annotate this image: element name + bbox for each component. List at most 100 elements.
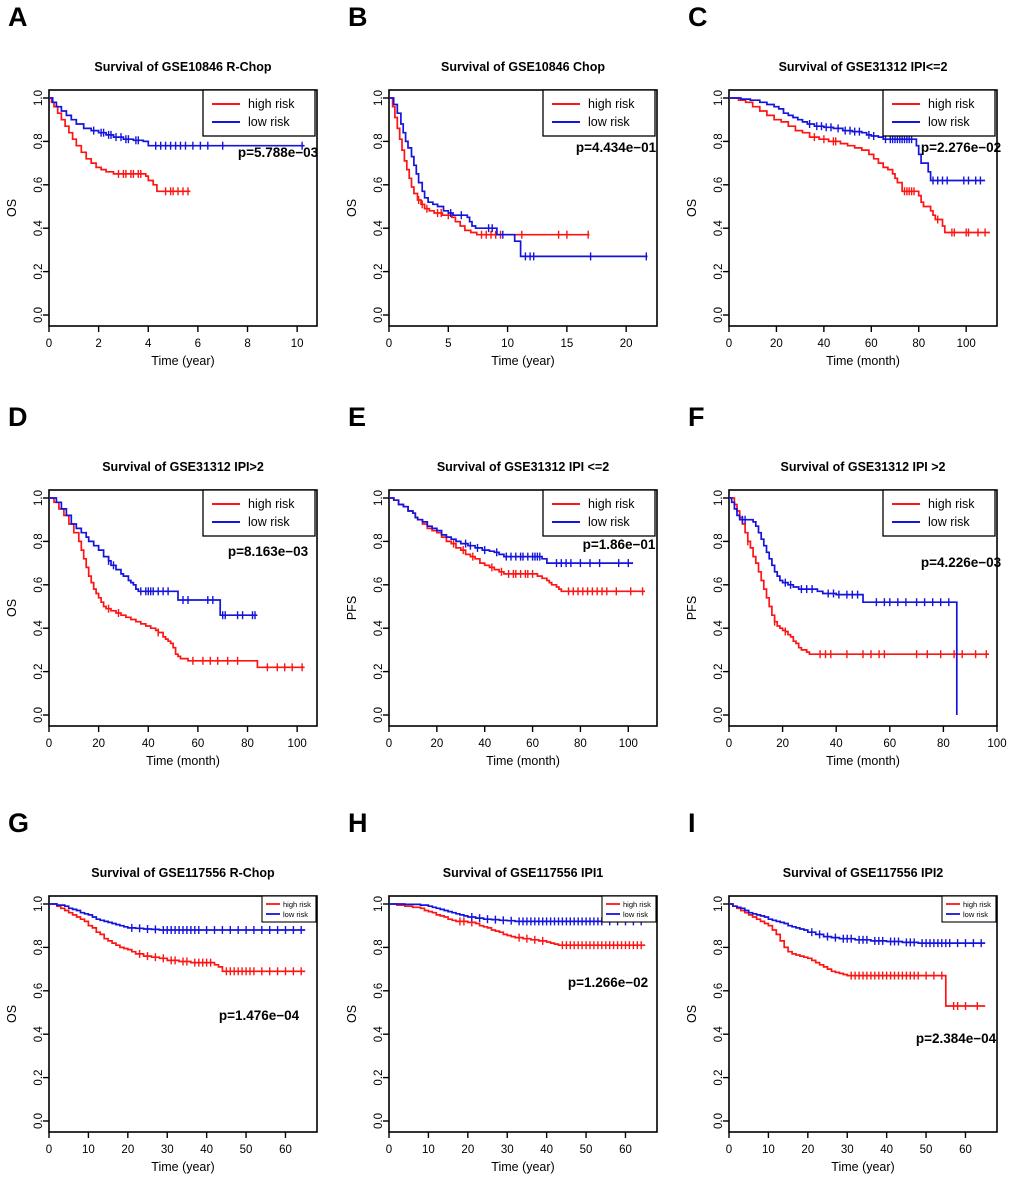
plot-frame bbox=[728, 89, 998, 327]
panel-letter-F: F bbox=[688, 402, 705, 432]
x-tick-label: 0 bbox=[46, 738, 52, 750]
y-tick-label: 0.6 bbox=[33, 577, 45, 593]
p-value: p=1.266e−02 bbox=[568, 975, 648, 990]
panel-letter-D: D bbox=[8, 402, 28, 432]
km-curve-high-risk bbox=[729, 497, 989, 656]
x-tick-label: 0 bbox=[386, 1144, 392, 1156]
x-tick-label: 10 bbox=[501, 338, 514, 350]
x-tick-label: 10 bbox=[291, 338, 304, 350]
x-tick-label: 50 bbox=[240, 1144, 253, 1156]
km-plot-F: 0 20 40 60 80 100 0.0 0.2 0.4 0.6 0.8 1.0 Survival o… bbox=[680, 400, 1020, 780]
legend-label: high risk bbox=[588, 497, 635, 511]
plot-frame bbox=[48, 489, 318, 727]
y-tick-label: 0.0 bbox=[373, 1113, 385, 1129]
panel-E: E 0 20 40 60 80 100 0.0 0.2 0.4 0.6 0.8 1.0 Survival… bbox=[340, 400, 680, 780]
legend-label: high risk bbox=[928, 497, 975, 511]
y-tick-label: 0.6 bbox=[33, 983, 45, 999]
legend-label: high risk bbox=[588, 97, 635, 111]
y-tick-label: 0.6 bbox=[373, 983, 385, 999]
km-curve-low-risk bbox=[729, 97, 986, 182]
panel-letter-E: E bbox=[348, 402, 367, 432]
y-tick-label: 0.4 bbox=[713, 220, 725, 237]
km-plot-B: 0 5 10 15 20 0.0 0.2 0.4 0.6 0.8 1.0 Survival of GS… bbox=[340, 0, 680, 380]
y-tick-label: 0.4 bbox=[373, 220, 385, 237]
legend-label: high risk bbox=[248, 497, 295, 511]
km-plot-svg: 0 5 10 15 20 0.0 0.2 0.4 0.6 0.8 1.0 Survival of GS… bbox=[345, 60, 658, 368]
plot-title: Survival of GSE31312 IPI>2 bbox=[102, 460, 264, 474]
km-curve-low-risk bbox=[49, 97, 305, 147]
km-curve-high-risk bbox=[49, 97, 191, 193]
km-curve-low-risk bbox=[729, 497, 958, 715]
plot-frame bbox=[728, 489, 998, 727]
legend-label: high risk bbox=[963, 900, 991, 909]
x-tick-label: 40 bbox=[142, 738, 155, 750]
km-plot-svg: 0 10 20 30 40 50 60 0.0 0.2 0.4 0.6 0.8 1.0 Survival … bbox=[345, 866, 658, 1174]
km-curve-high-risk bbox=[729, 97, 990, 234]
x-axis-label: Time (year) bbox=[151, 354, 214, 368]
panel-letter-I: I bbox=[688, 808, 696, 838]
panel-F: F 0 20 40 60 80 100 0.0 0.2 0.4 0.6 0.8 1.0 Survival… bbox=[680, 400, 1020, 780]
y-tick-label: 0.4 bbox=[33, 620, 45, 637]
x-axis-label: Time (year) bbox=[831, 1160, 894, 1174]
x-tick-label: 4 bbox=[145, 338, 152, 350]
x-tick-label: 60 bbox=[279, 1144, 292, 1156]
y-tick-label: 0.8 bbox=[373, 533, 385, 549]
x-tick-label: 30 bbox=[501, 1144, 514, 1156]
km-plot-E: 0 20 40 60 80 100 0.0 0.2 0.4 0.6 0.8 1.0 Survival o… bbox=[340, 400, 680, 780]
x-tick-label: 0 bbox=[46, 338, 52, 350]
legend-box bbox=[882, 89, 996, 137]
x-tick-label: 40 bbox=[830, 738, 843, 750]
panel-I: I 0 10 20 30 40 50 60 0.0 0.2 0.4 0.6 0.8 1.0 Surviva… bbox=[680, 806, 1020, 1186]
x-tick-label: 60 bbox=[191, 738, 204, 750]
x-tick-label: 100 bbox=[957, 338, 976, 350]
y-tick-label: 0.2 bbox=[33, 664, 45, 680]
legend-label: low risk bbox=[928, 515, 970, 529]
y-tick-label: 0.2 bbox=[373, 664, 385, 680]
y-tick-label: 0.6 bbox=[713, 983, 725, 999]
y-tick-label: 0.0 bbox=[713, 707, 725, 723]
y-tick-label: 1.0 bbox=[33, 90, 45, 106]
km-plot-H: 0 10 20 30 40 50 60 0.0 0.2 0.4 0.6 0.8 1.0 Survival … bbox=[340, 806, 680, 1186]
y-tick-label: 0.2 bbox=[33, 1070, 45, 1086]
x-tick-label: 30 bbox=[161, 1144, 174, 1156]
y-tick-label: 0.8 bbox=[713, 939, 725, 955]
panel-D: D 0 20 40 60 80 100 0.0 0.2 0.4 0.6 0.8 1.0 Survival… bbox=[0, 400, 340, 780]
x-axis-label: Time (year) bbox=[151, 1160, 214, 1174]
km-plot-C: 0 20 40 60 80 100 0.0 0.2 0.4 0.6 0.8 1.0 Survival o… bbox=[680, 0, 1020, 380]
p-value: p=2.276e−02 bbox=[921, 140, 1001, 155]
y-axis-label: OS bbox=[685, 1005, 699, 1023]
km-curve-low-risk bbox=[49, 903, 306, 931]
legend-label: low risk bbox=[928, 115, 970, 129]
x-tick-label: 10 bbox=[422, 1144, 435, 1156]
y-tick-label: 1.0 bbox=[713, 90, 725, 106]
y-axis-label: OS bbox=[345, 1005, 359, 1023]
p-value: p=5.788e−03 bbox=[238, 145, 319, 160]
km-plot-svg: 0 10 20 30 40 50 60 0.0 0.2 0.4 0.6 0.8 1.0 Survival … bbox=[5, 866, 318, 1174]
legend-label: high risk bbox=[248, 97, 295, 111]
y-tick-label: 0.0 bbox=[713, 1113, 725, 1129]
legend-label: low risk bbox=[623, 910, 648, 919]
legend-box bbox=[261, 895, 317, 923]
y-axis-label: PFS bbox=[345, 596, 359, 620]
panel-G: G 0 10 20 30 40 50 60 0.0 0.2 0.4 0.6 0.8 1.0 Surviva… bbox=[0, 806, 340, 1186]
y-tick-label: 0.2 bbox=[713, 664, 725, 680]
legend-label: low risk bbox=[248, 115, 290, 129]
plot-frame bbox=[48, 89, 318, 327]
y-tick-label: 0.0 bbox=[373, 307, 385, 323]
plot-title: Survival of GSE10846 R-Chop bbox=[94, 60, 272, 74]
km-curve-low-risk bbox=[729, 903, 986, 944]
x-tick-label: 0 bbox=[386, 338, 392, 350]
km-curve-high-risk bbox=[729, 903, 986, 1007]
y-axis-label: OS bbox=[5, 599, 19, 617]
plot-title: Survival of GSE31312 IPI<=2 bbox=[779, 60, 948, 74]
plot-title: Survival of GSE10846 Chop bbox=[441, 60, 605, 74]
y-tick-label: 0.6 bbox=[373, 577, 385, 593]
x-tick-label: 10 bbox=[762, 1144, 775, 1156]
p-value: p=8.163e−03 bbox=[228, 544, 309, 559]
x-tick-label: 20 bbox=[776, 738, 789, 750]
legend-label: low risk bbox=[588, 115, 630, 129]
x-tick-label: 30 bbox=[841, 1144, 854, 1156]
y-tick-label: 1.0 bbox=[33, 490, 45, 506]
p-value: p=1.476e−04 bbox=[219, 1008, 300, 1023]
km-plot-D: 0 20 40 60 80 100 0.0 0.2 0.4 0.6 0.8 1.0 Survival o… bbox=[0, 400, 340, 780]
